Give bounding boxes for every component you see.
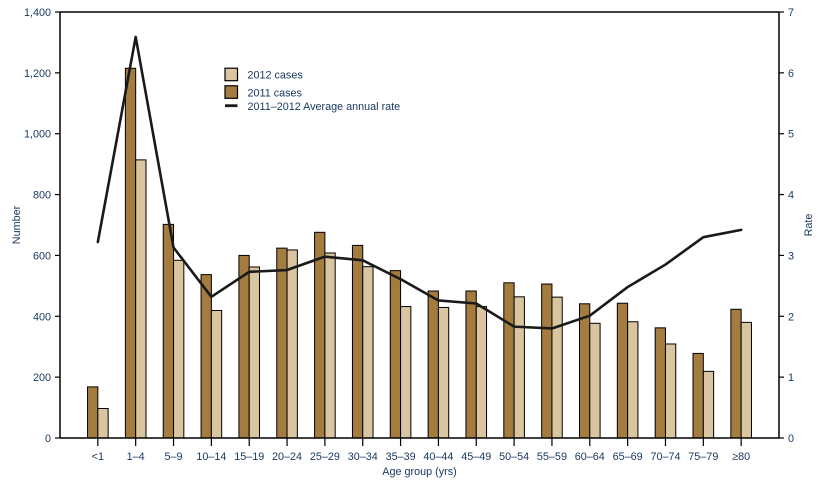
svg-text:400: 400 bbox=[33, 311, 51, 323]
svg-text:7: 7 bbox=[788, 7, 794, 19]
svg-text:1–4: 1–4 bbox=[127, 451, 145, 463]
svg-text:0: 0 bbox=[45, 433, 51, 445]
svg-text:2011–2012 Average annual rate: 2011–2012 Average annual rate bbox=[248, 101, 401, 113]
svg-text:≥80: ≥80 bbox=[732, 451, 750, 463]
svg-text:70–74: 70–74 bbox=[650, 451, 680, 463]
svg-text:Rate: Rate bbox=[803, 214, 815, 237]
svg-text:65–69: 65–69 bbox=[613, 451, 643, 463]
svg-text:5–9: 5–9 bbox=[165, 451, 183, 463]
svg-text:1,000: 1,000 bbox=[24, 129, 51, 141]
svg-text:0: 0 bbox=[788, 433, 794, 445]
svg-text:15–19: 15–19 bbox=[234, 451, 264, 463]
svg-text:50–54: 50–54 bbox=[499, 451, 529, 463]
svg-text:6: 6 bbox=[788, 68, 794, 80]
svg-text:Number: Number bbox=[11, 205, 23, 244]
svg-text:1,400: 1,400 bbox=[24, 7, 51, 19]
svg-text:Age group (yrs): Age group (yrs) bbox=[382, 466, 456, 478]
svg-text:1: 1 bbox=[788, 372, 794, 384]
svg-text:40–44: 40–44 bbox=[423, 451, 453, 463]
svg-text:25–29: 25–29 bbox=[310, 451, 340, 463]
svg-text:30–34: 30–34 bbox=[348, 451, 378, 463]
svg-text:2: 2 bbox=[788, 311, 794, 323]
svg-text:35–39: 35–39 bbox=[386, 451, 416, 463]
svg-text:200: 200 bbox=[33, 372, 51, 384]
svg-text:800: 800 bbox=[33, 190, 51, 202]
svg-text:4: 4 bbox=[788, 190, 794, 202]
svg-text:600: 600 bbox=[33, 250, 51, 262]
svg-text:60–64: 60–64 bbox=[575, 451, 605, 463]
svg-text:1,200: 1,200 bbox=[24, 68, 51, 80]
svg-text:10–14: 10–14 bbox=[196, 451, 226, 463]
svg-text:5: 5 bbox=[788, 129, 794, 141]
svg-text:55–59: 55–59 bbox=[537, 451, 567, 463]
svg-text:45–49: 45–49 bbox=[461, 451, 491, 463]
svg-text:2011 cases: 2011 cases bbox=[248, 87, 303, 99]
svg-text:3: 3 bbox=[788, 250, 794, 262]
svg-text:<1: <1 bbox=[92, 451, 104, 463]
svg-text:75–79: 75–79 bbox=[688, 451, 718, 463]
svg-text:20–24: 20–24 bbox=[272, 451, 302, 463]
svg-text:2012 cases: 2012 cases bbox=[248, 70, 304, 82]
